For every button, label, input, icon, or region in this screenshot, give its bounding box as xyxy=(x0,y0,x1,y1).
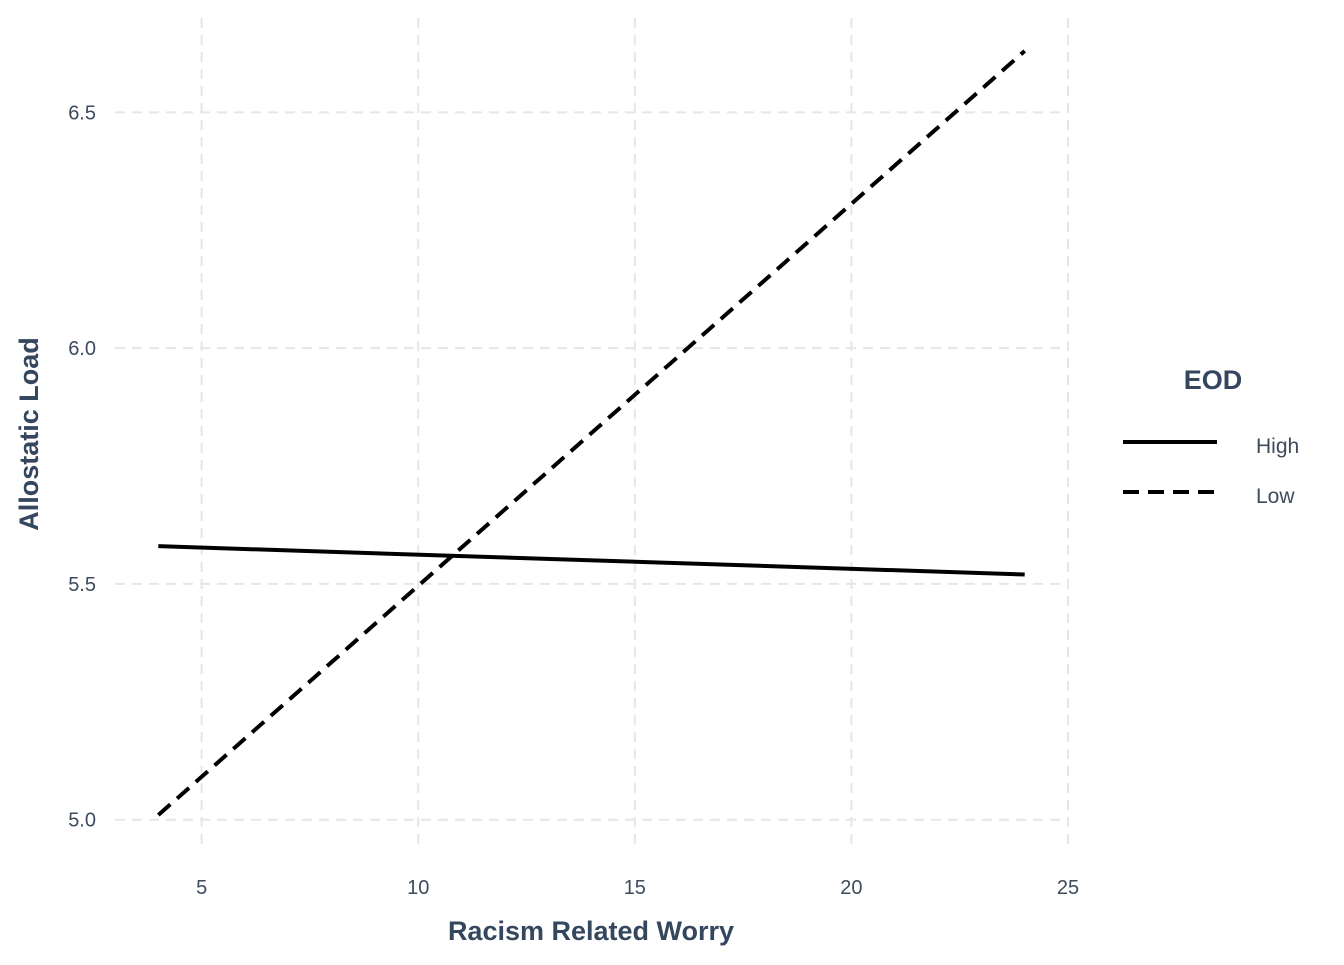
series-line-high xyxy=(158,544,1025,577)
y-tick-label: 5.5 xyxy=(68,574,96,596)
x-axis-title: Racism Related Worry xyxy=(448,916,734,946)
legend-label-high: High xyxy=(1256,435,1299,458)
grid xyxy=(115,18,1069,848)
y-tick-label: 6.5 xyxy=(68,102,96,124)
tick-labels: 5 10 15 20 25 5.0 5.5 6.0 6.5 xyxy=(68,102,1079,899)
x-tick-label: 15 xyxy=(624,877,646,899)
legend-items: High Low xyxy=(1123,435,1299,508)
legend-title: EOD xyxy=(1184,365,1243,395)
y-tick-label: 6.0 xyxy=(68,338,96,360)
x-tick-label: 20 xyxy=(840,877,862,899)
x-tick-label: 5 xyxy=(196,877,207,899)
x-tick-label: 25 xyxy=(1057,877,1079,899)
legend-label-low: Low xyxy=(1256,485,1295,508)
y-tick-label: 5.0 xyxy=(68,810,96,832)
legend: EOD High Low xyxy=(1123,365,1299,508)
series-line-low xyxy=(156,49,1027,817)
x-tick-label: 10 xyxy=(407,877,429,899)
y-axis-title: Allostatic Load xyxy=(14,337,44,531)
series-lines xyxy=(156,49,1027,817)
